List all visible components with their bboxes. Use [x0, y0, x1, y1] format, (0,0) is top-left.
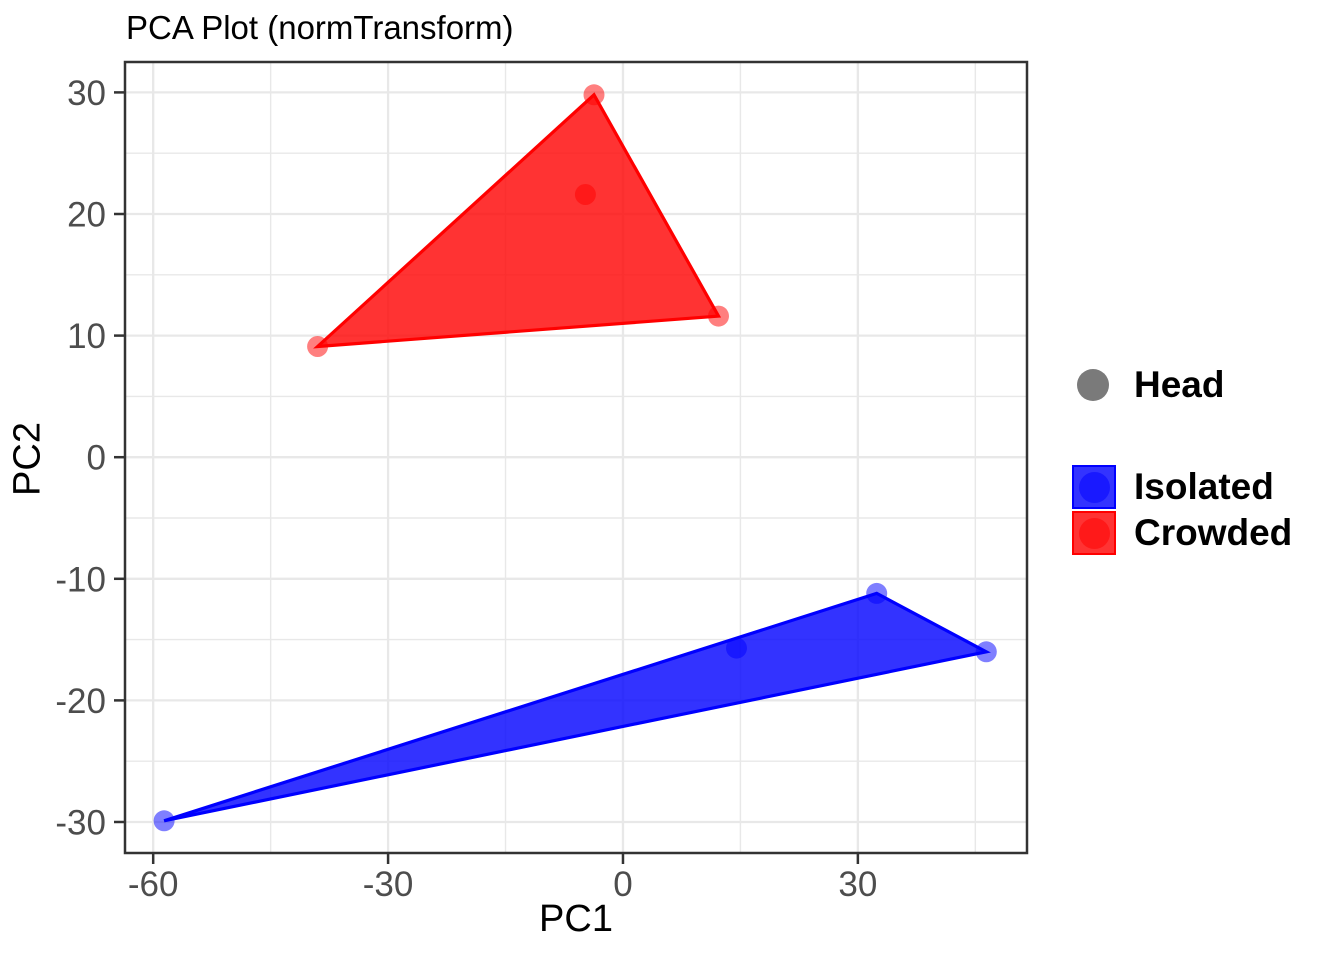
x-axis-title: PC1 [539, 898, 613, 940]
y-tick-label: -20 [55, 682, 106, 721]
x-tick-label: 0 [613, 865, 632, 904]
y-tick-label: -30 [55, 803, 106, 842]
x-tick-label: 30 [838, 865, 877, 904]
crowded-data-point [708, 305, 729, 327]
isolated-data-point [866, 582, 888, 604]
panel-border [123, 60, 1029, 855]
crowded-data-point [583, 84, 605, 106]
isolated-point-icon [1078, 471, 1110, 503]
legend-label-isolated: Isolated [1134, 466, 1274, 507]
legend-entry-isolated: Isolated [1072, 465, 1292, 509]
y-tick-label: 20 [67, 195, 106, 234]
plot-title: PCA Plot (normTransform) [126, 9, 514, 46]
isolated-data-point [726, 637, 747, 659]
isolated-key-icon [1072, 465, 1116, 509]
legend-label-head: Head [1134, 364, 1225, 405]
legend-fill-entries: Isolated Crowded [1072, 465, 1292, 555]
isolated-hull-polygon [163, 591, 991, 823]
y-tick-label: 30 [67, 74, 106, 113]
isolated-data-point [153, 810, 175, 832]
y-tick-label: 10 [67, 317, 106, 356]
head-point-icon [1077, 369, 1109, 401]
y-axis-title: PC2 [6, 422, 49, 496]
crowded-data-point [574, 184, 596, 205]
y-tick-label: -10 [55, 560, 106, 599]
legend-label-crowded: Crowded [1134, 512, 1293, 553]
x-tick-label: -60 [128, 865, 179, 904]
legend-shape-entry: Head [1077, 363, 1224, 407]
crowded-data-point [307, 336, 329, 357]
x-tick-label: -30 [363, 865, 414, 904]
crowded-key-icon [1072, 511, 1116, 555]
crowded-point-icon [1078, 517, 1110, 549]
y-tick-label: 0 [87, 439, 106, 478]
crowded-hull-polygon [313, 92, 722, 349]
legend-entry-crowded: Crowded [1072, 511, 1292, 555]
isolated-data-point [975, 641, 997, 663]
